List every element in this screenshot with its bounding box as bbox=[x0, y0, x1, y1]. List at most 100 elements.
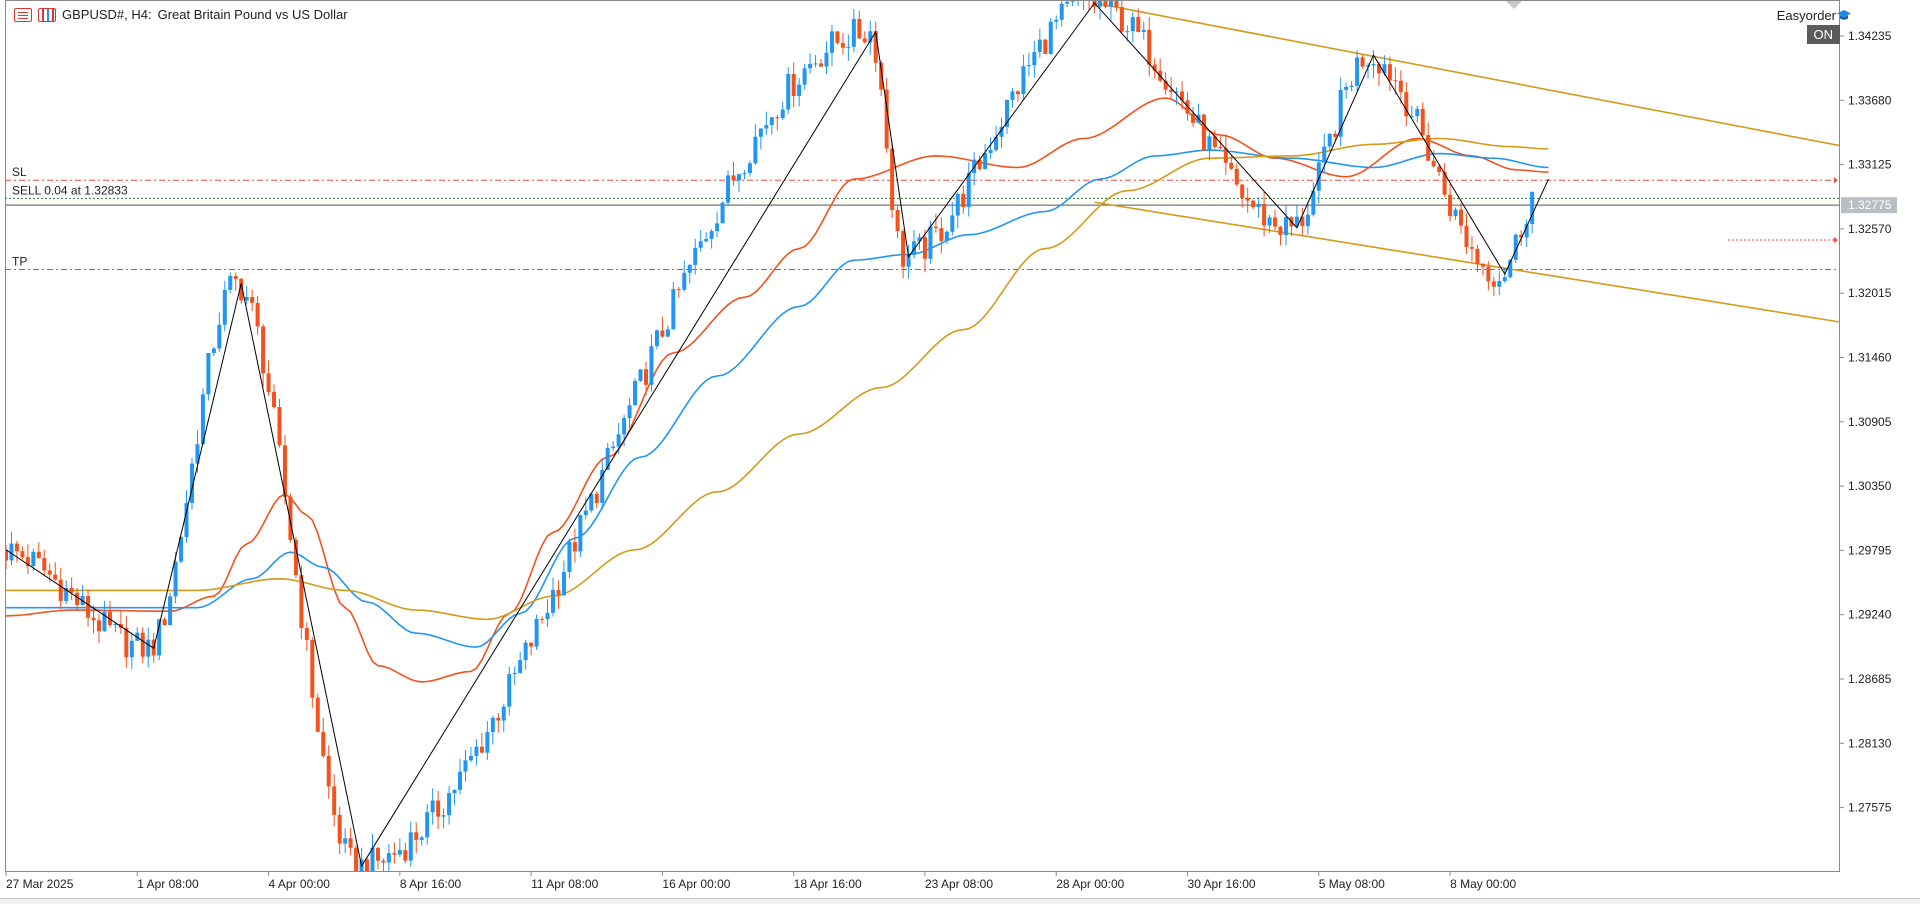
candle-body bbox=[616, 434, 621, 447]
expert-advisor-name: Easyorder bbox=[1776, 8, 1836, 23]
candle-body bbox=[135, 632, 140, 641]
candle-body bbox=[228, 275, 233, 290]
candle-body bbox=[332, 786, 337, 815]
candle-body bbox=[146, 639, 151, 657]
candle-body bbox=[764, 125, 769, 129]
candle-body bbox=[239, 278, 244, 301]
x-tick-label: 27 Mar 2025 bbox=[6, 877, 74, 891]
candle-body bbox=[780, 109, 785, 119]
candle-body bbox=[1355, 57, 1360, 86]
candle-body bbox=[682, 272, 687, 290]
candle-body bbox=[862, 38, 867, 43]
moving-average-ma-slow bbox=[6, 137, 1549, 621]
candle-body bbox=[91, 617, 96, 621]
candle-body bbox=[879, 62, 884, 90]
candle-body bbox=[1519, 234, 1524, 238]
candle-body bbox=[736, 174, 741, 181]
y-tick-label: 1.30350 bbox=[1848, 479, 1892, 493]
candle-body bbox=[189, 463, 194, 503]
candle-body bbox=[1508, 259, 1513, 278]
candle-body bbox=[1141, 29, 1146, 33]
x-tick-label: 1 Apr 08:00 bbox=[137, 877, 199, 891]
candle-body bbox=[162, 619, 167, 626]
candle-body bbox=[939, 228, 944, 241]
candle-body bbox=[1021, 66, 1026, 95]
candle-body bbox=[244, 296, 249, 301]
candle-body bbox=[693, 247, 698, 265]
candle-body bbox=[1387, 64, 1392, 81]
candle-body bbox=[479, 746, 484, 753]
candle-body bbox=[1524, 224, 1529, 238]
candle-body bbox=[747, 163, 752, 174]
candle-body bbox=[1431, 160, 1436, 167]
candle-body bbox=[337, 814, 342, 844]
candle-body bbox=[1130, 16, 1135, 32]
candle-body bbox=[551, 589, 555, 613]
candle-body bbox=[1043, 39, 1048, 54]
candle-body bbox=[611, 446, 616, 449]
current-price-label: 1.32775 bbox=[1848, 198, 1892, 212]
candle-body bbox=[1305, 214, 1310, 227]
candle-body bbox=[102, 611, 107, 632]
y-tick-label: 1.33680 bbox=[1848, 93, 1892, 107]
candle-body bbox=[1437, 166, 1442, 173]
candle-body bbox=[86, 595, 91, 618]
candle-body bbox=[1234, 168, 1239, 185]
menu-icon[interactable] bbox=[14, 7, 32, 22]
candle-body bbox=[955, 193, 960, 216]
candle-body bbox=[1108, 1, 1113, 7]
candlestick-chart-icon[interactable] bbox=[38, 7, 56, 22]
candle-body bbox=[1360, 57, 1365, 67]
x-tick-label: 18 Apr 16:00 bbox=[794, 877, 862, 891]
candle-body bbox=[1376, 63, 1381, 74]
candle-body bbox=[726, 175, 731, 203]
y-tick-label: 1.27575 bbox=[1848, 801, 1892, 815]
candle-body bbox=[1393, 80, 1398, 82]
scroll-marker[interactable] bbox=[1506, 1, 1522, 9]
candle-body bbox=[1322, 146, 1327, 163]
candle-body bbox=[1371, 63, 1376, 66]
candle-body bbox=[534, 618, 539, 647]
moving-average-ma-mid bbox=[6, 149, 1549, 648]
candle-body bbox=[999, 126, 1004, 137]
candle-body bbox=[1054, 19, 1059, 22]
candle-body bbox=[261, 326, 266, 374]
candle-body bbox=[583, 510, 588, 516]
channel-upper-line bbox=[1094, 2, 1839, 147]
candle-body bbox=[1163, 80, 1168, 90]
candle-body bbox=[217, 324, 222, 349]
candle-body bbox=[282, 445, 287, 497]
candle-body bbox=[381, 860, 386, 863]
candle-body bbox=[195, 444, 200, 464]
x-tick-label: 8 Apr 16:00 bbox=[400, 877, 462, 891]
candle-body bbox=[649, 346, 654, 385]
candle-body bbox=[463, 760, 468, 772]
candle-body bbox=[1513, 234, 1518, 260]
candle-body bbox=[561, 572, 566, 596]
candle-body bbox=[912, 241, 917, 255]
candle-body bbox=[468, 755, 473, 761]
candle-body bbox=[966, 173, 971, 208]
candle-body bbox=[6, 549, 8, 561]
candle-body bbox=[1229, 162, 1234, 169]
candle-body bbox=[1442, 172, 1447, 195]
candle-body bbox=[1448, 194, 1453, 217]
x-tick-label: 23 Apr 08:00 bbox=[925, 877, 993, 891]
x-tick-label: 11 Apr 08:00 bbox=[531, 877, 598, 891]
candle-body bbox=[786, 73, 791, 110]
candle-body bbox=[315, 697, 320, 732]
y-tick-label: 1.29240 bbox=[1848, 608, 1892, 622]
candle-body bbox=[1366, 65, 1371, 67]
x-tick-label: 16 Apr 00:00 bbox=[662, 877, 730, 891]
candle-body bbox=[643, 369, 648, 385]
level-arrow-icon bbox=[1834, 237, 1838, 243]
plot-area[interactable] bbox=[5, 0, 1840, 872]
candle-body bbox=[1218, 146, 1223, 149]
candle-body bbox=[1032, 51, 1037, 66]
y-tick-label: 1.32015 bbox=[1848, 286, 1892, 300]
candle-body bbox=[868, 31, 873, 43]
expert-status-badge[interactable]: ON bbox=[1806, 25, 1840, 44]
candle-body bbox=[53, 574, 58, 580]
